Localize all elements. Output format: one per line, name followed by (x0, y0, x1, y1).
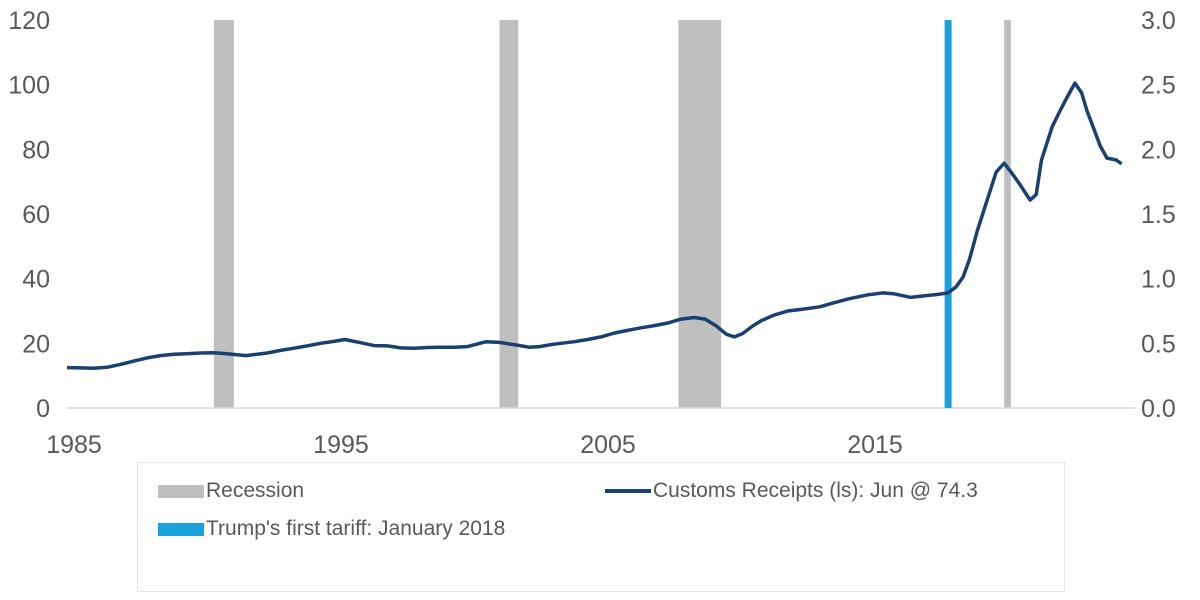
left-y-tick-label: 120 (8, 7, 50, 35)
legend: Recession Customs Receipts (ls): Jun @ 7… (137, 462, 1065, 592)
left-y-axis: 0 20 40 60 80 100 120 (8, 7, 50, 423)
x-tick-label: 2015 (847, 431, 903, 459)
left-y-tick-label: 100 (8, 72, 50, 100)
legend-label-recession: Recession (206, 479, 305, 502)
recession-band (499, 20, 519, 408)
recession-band (1004, 20, 1011, 408)
legend-label-customs: Customs Receipts (ls): Jun @ 74.3 (653, 479, 978, 502)
right-y-tick-label: 2.5 (1141, 72, 1176, 100)
customs-receipts-line (66, 81, 1123, 370)
line-swatch-icon (605, 489, 651, 493)
left-y-tick-label: 80 (22, 136, 50, 164)
x-axis: 1985 1995 2005 2015 (46, 431, 903, 459)
customs-receipts-chart: 0 20 40 60 80 100 120 0.0 0.5 1.0 1.5 2.0 2.5 3.0 19… (8, 7, 1176, 459)
right-y-tick-label: 3.0 (1141, 7, 1176, 35)
left-y-tick-label: 40 (22, 266, 50, 294)
left-y-tick-label: 60 (22, 201, 50, 229)
right-y-tick-label: 0.0 (1141, 395, 1176, 423)
recession-swatch-icon (158, 484, 204, 498)
tariff-swatch-icon (158, 522, 204, 536)
left-y-tick-label: 0 (36, 395, 50, 423)
recession-band (213, 20, 234, 408)
left-y-tick-label: 20 (22, 330, 50, 358)
recession-band (678, 20, 722, 408)
recession-bands (213, 20, 1011, 408)
right-y-tick-label: 0.5 (1141, 330, 1176, 358)
right-y-axis: 0.0 0.5 1.0 1.5 2.0 2.5 3.0 (1141, 7, 1176, 423)
legend-item-tariff: Trump's first tariff: January 2018 (158, 517, 505, 541)
x-tick-label: 2005 (580, 431, 636, 459)
tariff-marker (944, 20, 952, 408)
legend-item-recession: Recession (158, 479, 304, 503)
right-y-tick-label: 2.0 (1141, 136, 1176, 164)
x-tick-label: 1985 (46, 431, 102, 459)
legend-item-customs: Customs Receipts (ls): Jun @ 74.3 (605, 479, 978, 503)
right-y-tick-label: 1.0 (1141, 266, 1176, 294)
right-y-tick-label: 1.5 (1141, 201, 1176, 229)
x-tick-label: 1995 (313, 431, 369, 459)
legend-label-tariff: Trump's first tariff: January 2018 (206, 517, 506, 540)
